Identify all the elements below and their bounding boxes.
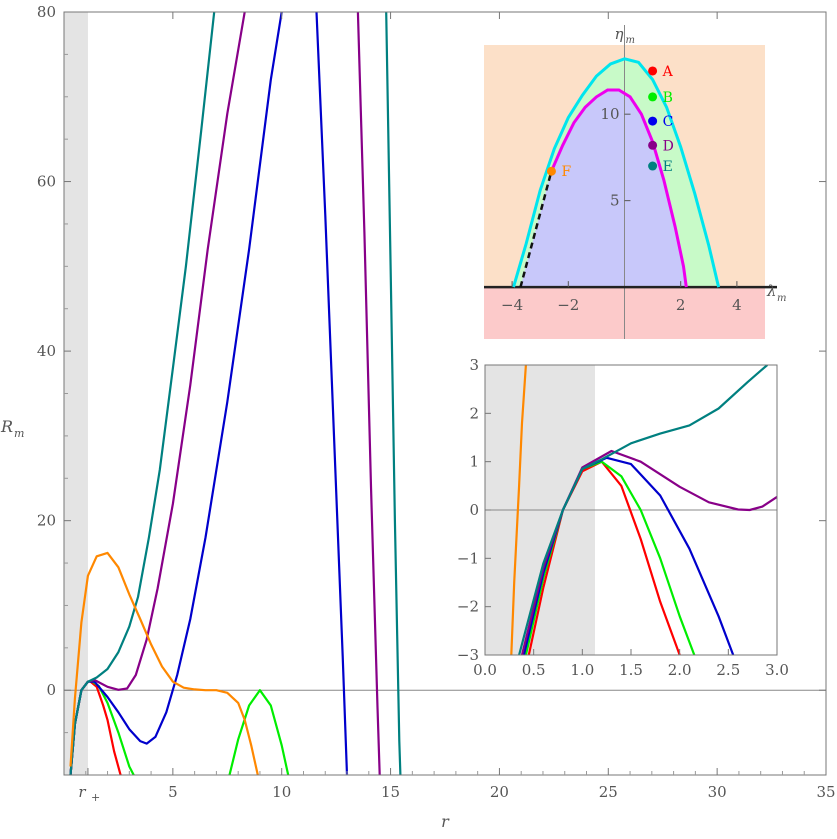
point-marker xyxy=(648,140,658,150)
inset-x-tick-label: 4 xyxy=(732,296,742,314)
series-line xyxy=(69,12,246,775)
y-axis-label: R xyxy=(0,417,13,436)
cyan-boundary-curve xyxy=(512,57,721,288)
series-line xyxy=(228,689,290,775)
zoom-x-tick-label: 1.0 xyxy=(570,661,594,679)
zoom-x-tick-label: 3.0 xyxy=(765,661,789,679)
zoom-x-tick-label: 2.5 xyxy=(716,661,740,679)
x-tick-label: 30 xyxy=(708,783,727,801)
zoom-y-tick-label: −3 xyxy=(457,646,479,664)
y-axis-label-subscript: m xyxy=(14,427,24,440)
horizon-shaded-band xyxy=(64,12,88,775)
point-marker xyxy=(648,92,658,102)
series-line xyxy=(69,12,283,775)
point-marker xyxy=(648,116,658,126)
y-tick-label: 60 xyxy=(37,173,56,191)
y-tick-label: 40 xyxy=(37,342,56,360)
inset-y-axis-label-subscript: m xyxy=(626,35,635,46)
point-label: F xyxy=(561,164,571,180)
point-label: A xyxy=(662,64,674,80)
point-marker xyxy=(648,161,658,171)
y-tick-label: 80 xyxy=(37,3,56,21)
zoom-x-tick-label: 1.5 xyxy=(619,661,643,679)
x-tick-label: 15 xyxy=(381,783,400,801)
zoom-y-tick-label: 0 xyxy=(469,501,479,519)
magenta-boundary-curve xyxy=(550,88,688,288)
inset-y-axis-label: η xyxy=(615,25,624,43)
zoom-series xyxy=(510,365,777,655)
zoom-x-tick-label: 0.5 xyxy=(522,661,546,679)
point-marker xyxy=(648,66,658,76)
inner-region-fill xyxy=(520,90,687,288)
y-tick-label: 0 xyxy=(46,681,56,699)
zoom-y-tick-label: 3 xyxy=(469,356,479,374)
zoom-x-tick-label: 0.0 xyxy=(473,661,497,679)
point-label: B xyxy=(663,90,673,106)
point-marker xyxy=(546,166,556,176)
series-line xyxy=(356,12,381,775)
zoom-y-tick-label: −2 xyxy=(457,598,479,616)
series-line xyxy=(69,12,216,775)
series-line xyxy=(315,12,349,775)
point-label: E xyxy=(663,159,673,175)
y-tick-label: 20 xyxy=(37,512,56,530)
zoom-series-line xyxy=(518,365,769,655)
x-tick-label: 20 xyxy=(490,783,509,801)
inset-x-axis-label-subscript: m xyxy=(777,293,786,304)
series-line xyxy=(385,12,402,775)
inset-x-axis-label: λ xyxy=(766,282,777,300)
zoom-inset: 0.0 0.5 1.0 1.5 2.0 2.5 3.0 −3 −2 −1 0 1 2 3 xyxy=(457,356,789,679)
x-tick-label: 35 xyxy=(816,783,835,801)
point-label: D xyxy=(663,138,674,154)
inset-y-tick-label: 10 xyxy=(600,105,619,123)
x-tick-label: 5 xyxy=(168,783,178,801)
inset-y-tick-label: 5 xyxy=(610,192,620,210)
inset-x-tick-label: −2 xyxy=(557,296,579,314)
series-line xyxy=(69,551,259,775)
zoom-y-tick-label: −1 xyxy=(457,549,479,567)
horizon-tick-subscript: + xyxy=(91,791,100,804)
zoom-x-tick-label: 2.0 xyxy=(668,661,692,679)
horizon-tick-label: r xyxy=(78,783,86,801)
zoom-y-tick-label: 2 xyxy=(469,404,479,422)
main-series xyxy=(69,12,402,775)
inset-x-tick-label: 2 xyxy=(676,296,686,314)
zoom-y-tick-label: 1 xyxy=(469,453,479,471)
inset-x-tick-label: −4 xyxy=(501,296,523,314)
x-axis-label: r xyxy=(441,812,450,831)
point-label: C xyxy=(663,114,674,130)
zoom-series-line xyxy=(510,365,527,655)
x-tick-label: 25 xyxy=(599,783,618,801)
x-tick-label: 10 xyxy=(272,783,291,801)
